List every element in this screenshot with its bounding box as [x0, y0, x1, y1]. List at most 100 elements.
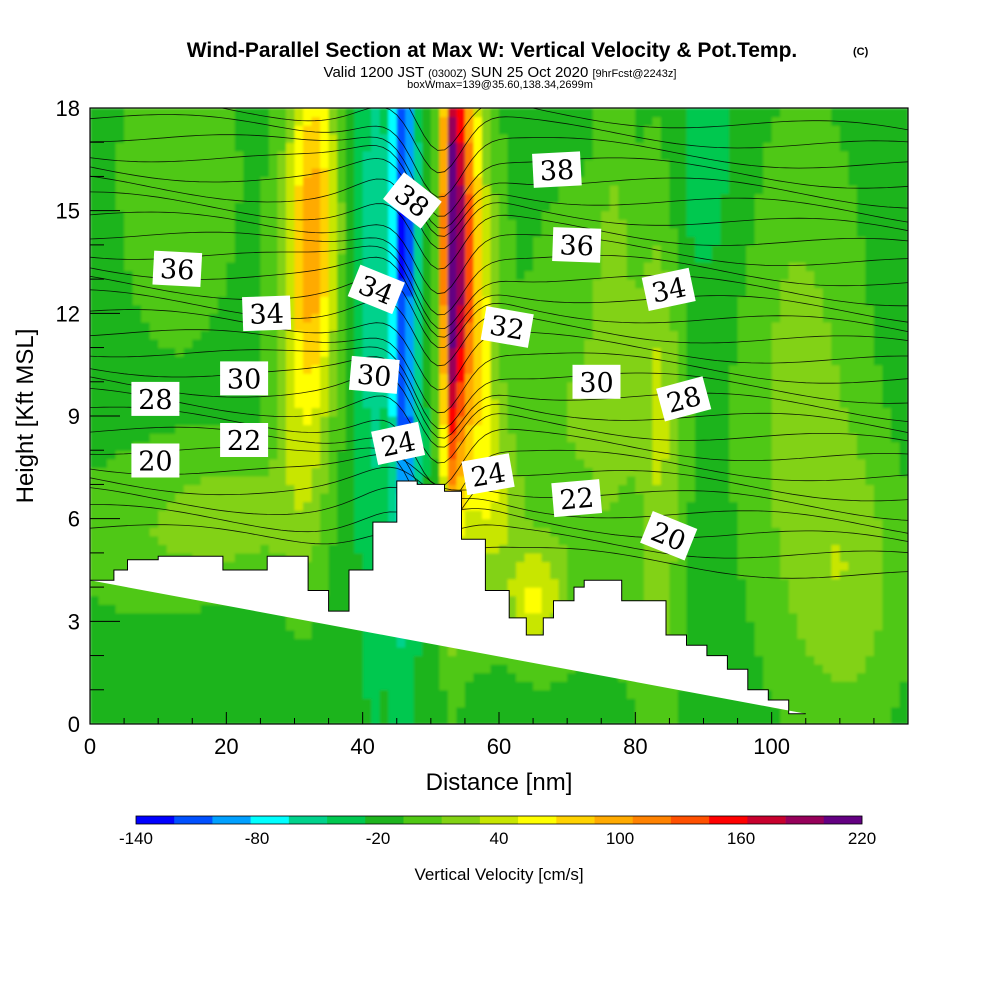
velocity-cell — [192, 185, 202, 195]
velocity-cell — [379, 210, 389, 220]
velocity-cell — [464, 689, 475, 699]
velocity-cell — [303, 244, 313, 255]
velocity-cell — [413, 236, 423, 246]
velocity-cell — [294, 535, 304, 545]
velocity-cell — [413, 638, 423, 648]
velocity-cell — [251, 501, 262, 511]
velocity-cell — [669, 715, 679, 724]
velocity-cell — [209, 390, 219, 400]
velocity-cell — [413, 313, 423, 323]
velocity-cell — [234, 236, 244, 246]
velocity-cell — [337, 570, 347, 580]
velocity-cell — [260, 544, 270, 554]
velocity-cell — [166, 142, 176, 152]
velocity-cell — [533, 518, 543, 528]
velocity-cell — [107, 330, 117, 340]
velocity-cell — [107, 561, 117, 571]
velocity-cell — [609, 689, 619, 699]
velocity-cell — [550, 475, 560, 486]
velocity-cell — [192, 339, 202, 349]
velocity-cell — [473, 450, 483, 460]
velocity-cell — [481, 715, 492, 724]
velocity-cell — [294, 629, 304, 640]
velocity-cell — [90, 244, 100, 255]
velocity-cell — [132, 236, 142, 246]
velocity-cell — [516, 176, 526, 186]
velocity-cell — [166, 321, 176, 332]
velocity-cell — [337, 433, 347, 443]
velocity-cell — [107, 689, 117, 699]
velocity-cell — [405, 655, 415, 665]
velocity-cell — [567, 552, 577, 563]
velocity-cell — [251, 193, 262, 203]
velocity-cell — [524, 287, 534, 297]
velocity-cell — [516, 475, 526, 486]
velocity-cell — [584, 407, 594, 417]
velocity-cell — [524, 595, 534, 605]
velocity-cell — [635, 227, 645, 237]
velocity-cell — [584, 330, 594, 340]
velocity-cell — [464, 441, 475, 451]
velocity-cell — [192, 518, 202, 528]
velocity-cell — [124, 390, 134, 400]
velocity-cell — [149, 629, 159, 640]
velocity-cell — [328, 450, 338, 460]
velocity-cell — [192, 236, 202, 246]
velocity-cell — [115, 364, 125, 374]
velocity-cell — [635, 595, 645, 605]
velocity-cell — [200, 279, 210, 289]
velocity-cell — [473, 202, 483, 212]
velocity-cell — [311, 304, 321, 314]
velocity-cell — [243, 210, 253, 220]
velocity-cell — [635, 236, 645, 246]
velocity-cell — [558, 364, 568, 374]
velocity-cell — [107, 210, 117, 220]
velocity-cell — [584, 176, 594, 186]
velocity-cell — [473, 518, 483, 528]
velocity-cell — [626, 253, 636, 263]
velocity-cell — [481, 552, 492, 563]
velocity-cell — [285, 527, 296, 537]
velocity-cell — [345, 270, 355, 280]
velocity-cell — [124, 364, 134, 374]
velocity-cell — [115, 475, 125, 486]
velocity-cell — [524, 150, 534, 160]
velocity-cell — [141, 330, 151, 340]
velocity-cell — [388, 672, 398, 682]
velocity-cell — [456, 133, 466, 143]
velocity-cell — [422, 398, 432, 409]
velocity-cell — [175, 655, 185, 665]
velocity-cell — [226, 655, 236, 665]
velocity-cell — [490, 715, 500, 724]
velocity-cell — [575, 458, 585, 468]
velocity-cell — [643, 475, 653, 486]
velocity-cell — [107, 544, 117, 554]
velocity-cell — [158, 535, 168, 545]
velocity-cell — [626, 116, 636, 126]
velocity-cell — [643, 219, 653, 229]
velocity-cell — [294, 433, 304, 443]
velocity-cell — [337, 313, 347, 323]
velocity-cell — [601, 467, 611, 477]
velocity-cell — [260, 535, 270, 545]
velocity-cell — [115, 518, 125, 528]
velocity-cell — [405, 664, 415, 674]
velocity-cell — [243, 159, 253, 169]
velocity-cell — [652, 262, 662, 272]
velocity-cell — [439, 655, 449, 665]
velocity-cell — [635, 441, 645, 451]
velocity-cell — [243, 484, 253, 494]
velocity-cell — [132, 604, 142, 614]
velocity-cell — [464, 253, 475, 263]
velocity-cell — [98, 150, 108, 160]
velocity-cell — [592, 287, 602, 297]
velocity-cell — [311, 176, 321, 186]
velocity-cell — [592, 142, 602, 152]
velocity-cell — [516, 561, 526, 571]
velocity-cell — [209, 518, 219, 528]
velocity-cell — [345, 501, 355, 511]
velocity-cell — [277, 493, 287, 503]
velocity-cell — [303, 467, 313, 477]
velocity-cell — [277, 527, 287, 537]
velocity-cell — [473, 347, 483, 357]
